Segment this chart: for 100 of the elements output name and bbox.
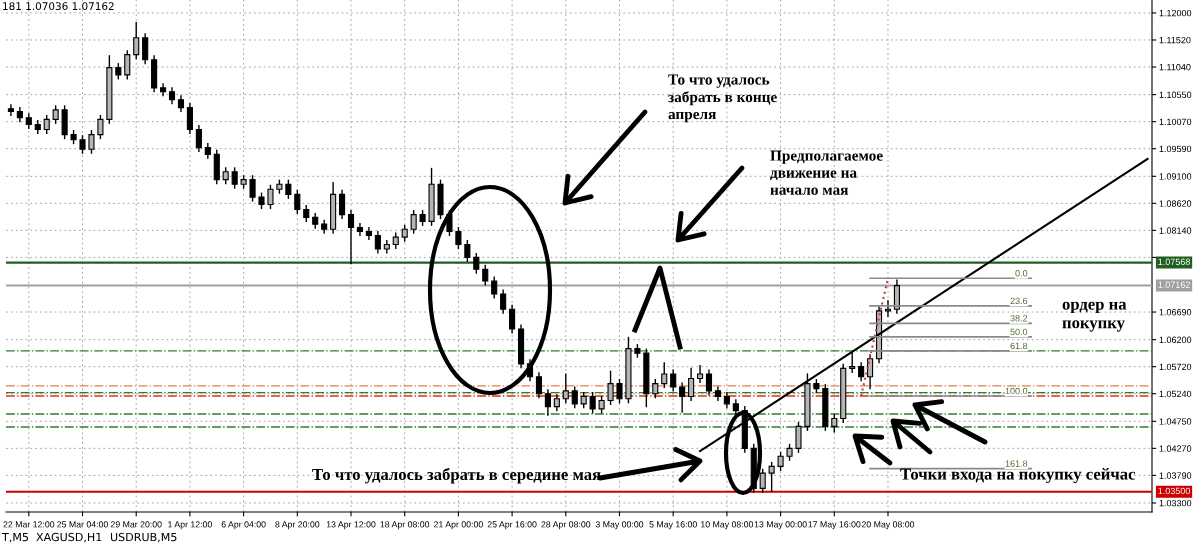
text: USDRUB,M5: [110, 532, 177, 543]
x-tick-label: 1 Apr 12:00: [168, 521, 212, 530]
candlestick: [795, 421, 802, 454]
y-tick-label: 1.09590: [1159, 145, 1192, 153]
candlestick: [670, 368, 677, 393]
y-tick-label: 1.10070: [1159, 118, 1192, 126]
ref-line-label: 1.03500: [1158, 487, 1191, 495]
candlestick: [858, 361, 865, 383]
candlestick: [79, 134, 86, 155]
x-tick-label: 13 May 00:00: [754, 521, 807, 530]
x-tick-label: 10 May 08:00: [701, 521, 754, 530]
candlestick: [705, 368, 713, 397]
y-tick-label: 1.12000: [1159, 9, 1192, 17]
candlestick: [338, 189, 346, 220]
ref-line-label: 1.07568: [1158, 258, 1190, 266]
candlestick: [52, 104, 59, 125]
candlestick: [571, 385, 578, 410]
candlestick: [768, 461, 775, 493]
candlestick: [464, 239, 471, 263]
x-tick-label: 3 May 00:00: [595, 521, 644, 530]
annotation: То что удалось забрать в середине мая: [312, 468, 601, 484]
candlestick: [374, 230, 381, 255]
candlestick: [482, 264, 489, 287]
candlestick: [562, 372, 569, 404]
y-tick-label: 1.04750: [1159, 418, 1192, 425]
candlestick: [831, 413, 838, 434]
candlestick: [884, 299, 892, 318]
candlestick: [616, 378, 623, 404]
candlestick: [7, 103, 14, 117]
text: T,M5: [1, 532, 28, 543]
candlestick: [267, 184, 274, 210]
candlestick: [455, 226, 462, 250]
x-tick-label: 25 Mar 04:00: [57, 521, 108, 528]
series-label: 61.8: [1010, 342, 1028, 350]
annotation: То что удалось забрать в конце апреля: [668, 74, 777, 123]
y-tick-label: 1.08140: [1159, 227, 1192, 234]
y-tick-label: 1.10550: [1159, 91, 1192, 98]
y-tick-label: 1.11520: [1159, 36, 1191, 44]
y-tick-label: 1.08620: [1159, 200, 1192, 207]
candlestick: [195, 124, 202, 153]
series-label: 38.2: [1010, 315, 1028, 322]
candlestick: [294, 189, 301, 215]
y-tick-label: 1.05240: [1159, 390, 1192, 398]
series-label: 50.0: [1010, 328, 1028, 336]
candlestick: [133, 21, 140, 60]
candlestick: [777, 451, 784, 472]
annotation: Предполагаемое движение на начало мая: [770, 150, 883, 195]
candlestick: [43, 114, 50, 135]
x-tick-label: 17 May 16:00: [808, 521, 861, 530]
candlestick: [661, 361, 668, 389]
x-tick-label: 18 Apr 08:00: [380, 521, 430, 530]
candlestick: [849, 350, 856, 374]
candlestick: [410, 209, 417, 235]
candlestick: [142, 32, 149, 65]
text: XAGUSD,H1: [36, 532, 102, 543]
x-tick-label: 29 Mar 20:00: [110, 521, 162, 528]
annotation: ордер на покупку: [1062, 301, 1127, 332]
series-label: 100.0: [1005, 387, 1028, 395]
x-tick-label: 13 Apr 12:00: [326, 521, 376, 530]
y-tick-label: 1.11040: [1159, 63, 1191, 71]
candlestick: [124, 49, 131, 81]
candlestick: [607, 369, 614, 406]
y-tick-label: 1.05720: [1159, 363, 1192, 371]
y-tick-label: 1.06690: [1159, 309, 1192, 316]
candlestick: [186, 102, 193, 135]
annotation: Точки входа на покупку сейчас: [900, 468, 1136, 484]
candlestick: [509, 304, 516, 335]
series-label: 161.8: [1005, 460, 1028, 467]
y-tick-label: 1.03300: [1159, 499, 1192, 507]
y-tick-label: 1.06200: [1159, 336, 1192, 343]
candlestick: [679, 381, 686, 414]
candlestick: [500, 288, 507, 315]
x-tick-label: 25 Apr 16:00: [487, 521, 537, 530]
candlestick: [544, 388, 551, 417]
candlestick: [491, 275, 498, 300]
candlestick: [285, 178, 292, 200]
candlestick: [535, 371, 543, 399]
x-tick-label: 28 Apr 08:00: [541, 521, 591, 530]
annotation: 181 1.07036 1.07162: [3, 2, 114, 11]
candlestick: [88, 129, 95, 155]
ref-line-label: 1.07162: [1158, 281, 1190, 288]
candlestick: [589, 391, 596, 415]
x-tick-label: 20 May 08:00: [861, 521, 915, 530]
candlestick: [347, 209, 355, 265]
candlestick: [231, 166, 238, 190]
series-label: 23.6: [1010, 297, 1028, 305]
candlestick: [867, 353, 874, 390]
candlestick: [249, 174, 256, 203]
series-label: 0.0: [1015, 270, 1028, 277]
candlestick: [473, 252, 480, 275]
candlestick: [696, 364, 704, 384]
candlestick: [97, 114, 104, 140]
candlestick: [893, 278, 900, 315]
x-tick-label: 6 Apr 04:00: [221, 521, 266, 530]
x-tick-label: 8 Apr 20:00: [275, 521, 320, 530]
y-tick-label: 1.04270: [1159, 445, 1192, 452]
candlestick: [652, 378, 659, 399]
x-tick-label: 21 Apr 00:00: [434, 521, 483, 530]
x-tick-label: 5 May 16:00: [649, 521, 697, 530]
x-tick-label: 22 Mar 12:00: [3, 521, 55, 528]
